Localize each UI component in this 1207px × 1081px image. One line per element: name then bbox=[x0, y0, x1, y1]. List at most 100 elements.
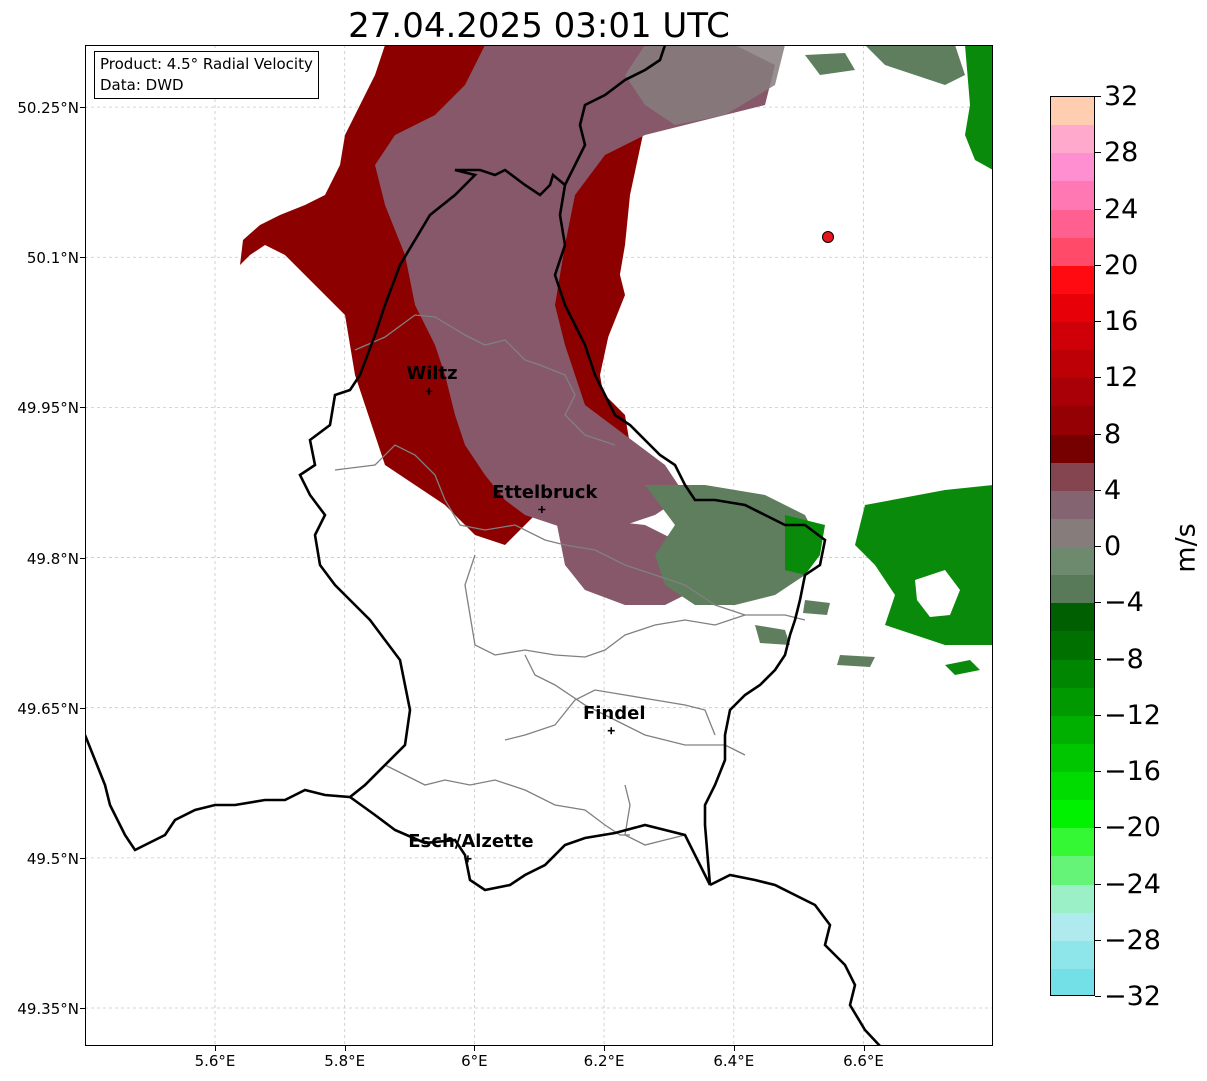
lon-tick-label: 6.6°E bbox=[843, 1052, 884, 1070]
colorbar-tick-label: −12 bbox=[1104, 699, 1161, 731]
colorbar-segment bbox=[1051, 743, 1094, 773]
canton-line-east bbox=[524, 654, 746, 756]
lat-tick-label: 49.95°N bbox=[17, 399, 79, 418]
radar-echo-neutral bbox=[645, 45, 965, 667]
colorbar-tick-label: 24 bbox=[1104, 193, 1139, 225]
colorbar-segment bbox=[1051, 293, 1094, 323]
colorbar-tick-label: 8 bbox=[1104, 418, 1122, 450]
colorbar-tick-label: 32 bbox=[1104, 81, 1139, 112]
lat-tick-label: 49.65°N bbox=[17, 699, 79, 718]
product-info-box: Product: 4.5° Radial Velocity Data: DWD bbox=[94, 51, 319, 99]
colorbar-segment bbox=[1051, 181, 1094, 211]
colorbar-tick bbox=[1095, 208, 1101, 210]
lat-tick bbox=[80, 707, 85, 709]
city-marker-1 bbox=[538, 506, 546, 514]
colorbar-segment bbox=[1051, 434, 1094, 464]
colorbar-tick-label: 0 bbox=[1104, 531, 1122, 562]
colorbar-tick bbox=[1095, 433, 1101, 435]
colorbar-segment bbox=[1051, 603, 1094, 632]
map-canvas bbox=[85, 45, 993, 1046]
canton-line-findel bbox=[504, 689, 716, 741]
lon-tick bbox=[474, 1046, 476, 1051]
map-title: 27.04.2025 03:01 UTC bbox=[348, 6, 730, 46]
canton-line-north bbox=[354, 314, 616, 446]
lat-tick-label: 49.35°N bbox=[17, 1000, 79, 1018]
canton-line-center bbox=[464, 554, 746, 658]
colorbar-segment bbox=[1051, 575, 1094, 604]
colorbar-tick bbox=[1095, 377, 1101, 379]
colorbar-tick-label: −16 bbox=[1104, 756, 1161, 787]
border-lux-germany bbox=[553, 184, 827, 886]
colorbar-tick-label: 4 bbox=[1104, 474, 1122, 506]
city-markers bbox=[425, 387, 615, 863]
colorbar-segment bbox=[1051, 209, 1094, 239]
lat-tick-label: 49.8°N bbox=[26, 549, 79, 568]
colorbar-tick bbox=[1095, 714, 1101, 716]
colorbar-segment bbox=[1051, 406, 1094, 436]
colorbar-tick bbox=[1095, 602, 1101, 604]
canton-boundaries bbox=[334, 314, 806, 846]
city-label: Ettelbruck bbox=[492, 481, 598, 503]
lon-tick bbox=[215, 1046, 216, 1051]
lon-tick-label: 6°E bbox=[461, 1052, 488, 1070]
colorbar-segment bbox=[1051, 350, 1094, 379]
city-label: Esch/Alzette bbox=[408, 830, 534, 852]
colorbar-tick bbox=[1095, 658, 1101, 660]
colorbar bbox=[1050, 96, 1095, 996]
colorbar-segment bbox=[1051, 518, 1094, 548]
echo-neutral-scatter bbox=[755, 625, 790, 645]
colorbar-tick-label: 12 bbox=[1104, 362, 1139, 394]
lon-tick bbox=[344, 1046, 346, 1051]
city-marker-2 bbox=[607, 727, 615, 735]
colorbar-segment bbox=[1051, 884, 1094, 914]
colorbar-tick-label: −8 bbox=[1104, 643, 1144, 675]
echo-outbound-central bbox=[785, 515, 825, 575]
city-label: Findel bbox=[582, 702, 646, 724]
echo-outbound-east bbox=[855, 485, 993, 645]
colorbar-segment bbox=[1051, 772, 1094, 801]
echo-inbound-east-fringe bbox=[555, 85, 645, 425]
colorbar-tick bbox=[1095, 96, 1101, 97]
data-source-label: Data: DWD bbox=[100, 76, 184, 94]
colorbar-segment bbox=[1051, 715, 1094, 745]
colorbar-tick bbox=[1095, 996, 1101, 997]
radar-site-marker bbox=[822, 231, 834, 243]
colorbar-tick bbox=[1095, 489, 1101, 491]
colorbar-tick-label: −4 bbox=[1104, 587, 1144, 619]
lon-tick bbox=[733, 1046, 735, 1051]
echo-neutral-scatter3 bbox=[837, 655, 875, 667]
colorbar-tick-label: −32 bbox=[1104, 981, 1161, 1012]
colorbar-tick-label: 20 bbox=[1104, 249, 1139, 281]
colorbar-tick bbox=[1095, 771, 1101, 772]
canton-line-south bbox=[384, 764, 630, 836]
echo-neutral-band bbox=[645, 485, 820, 605]
lat-tick bbox=[80, 107, 85, 109]
lon-tick-label: 6.4°E bbox=[713, 1052, 755, 1070]
national-borders bbox=[85, 45, 881, 1046]
echo-outbound-small bbox=[945, 660, 980, 675]
colorbar-segment bbox=[1051, 462, 1094, 492]
lat-tick bbox=[80, 257, 85, 259]
colorbar-segment bbox=[1051, 490, 1094, 520]
colorbar-segment bbox=[1051, 856, 1094, 886]
map-area[interactable] bbox=[85, 45, 993, 1046]
colorbar-segment bbox=[1051, 828, 1094, 857]
echo-outbound-ne bbox=[965, 45, 993, 170]
border-germany-france bbox=[709, 873, 881, 1046]
graticule-grid bbox=[85, 45, 993, 1046]
echo-weak-ne bbox=[625, 45, 785, 125]
lat-tick-label: 50.25°N bbox=[17, 99, 79, 118]
colorbar-tick bbox=[1095, 939, 1101, 941]
border-lux-west bbox=[358, 168, 566, 376]
border-belgium-lux bbox=[85, 374, 412, 852]
colorbar-tick-label: 16 bbox=[1104, 306, 1139, 337]
echo-neutral-ne bbox=[865, 45, 965, 85]
colorbar-segment bbox=[1051, 153, 1094, 182]
colorbar-segment bbox=[1051, 378, 1094, 407]
echo-weak-core bbox=[375, 45, 775, 535]
border-germany-belgium-north bbox=[563, 45, 667, 186]
lon-tick-label: 5.8°E bbox=[324, 1052, 366, 1070]
echo-neutral-scatter2 bbox=[803, 600, 830, 615]
colorbar-segment bbox=[1051, 631, 1094, 661]
city-marker-0 bbox=[425, 387, 433, 395]
